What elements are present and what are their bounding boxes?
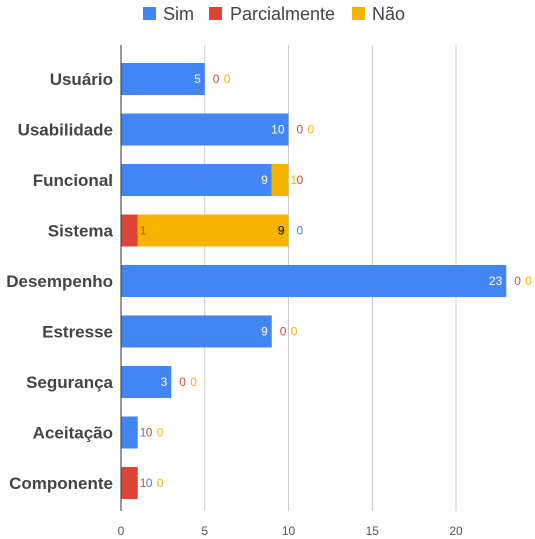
x-tick-label-15: 15 [366,524,380,538]
bars [121,63,507,499]
bar-seguranca-sim [121,366,172,398]
bar-usuario-sim [121,63,205,95]
data-label-usabilidade-parcialmente: 0 [297,123,304,137]
bar-desempenho-sim [121,265,507,297]
data-label-aceitacao-sim: 1 [140,426,147,440]
category-label-usuario: Usuário [50,70,113,89]
x-tick-label-5: 5 [201,524,208,538]
legend-swatch-nao [352,7,365,20]
legend-label-sim: Sim [163,4,194,24]
bar-sistema-parcialmente [121,214,138,247]
data-label-componente-nao: 0 [157,476,164,490]
data-label-sistema-sim: 0 [297,224,304,238]
legend: Sim Parcialmente Não [143,4,405,24]
x-tick-labels: 0 5 10 15 20 [118,524,463,538]
data-label-estresse-parcialmente: 0 [280,325,287,339]
data-label-sistema-nao: 9 [278,224,285,238]
category-labels: Usuário Usabilidade Funcional Sistema Desemp… [6,70,113,493]
data-label-seguranca-parcialmente: 0 [179,375,186,389]
data-label-estresse-nao: 0 [291,325,298,339]
data-label-componente-parcialmente: 1 [140,476,147,490]
x-tick-label-10: 10 [282,524,296,538]
data-label-desempenho-parcialmente: 0 [514,274,521,288]
category-label-desempenho: Desempenho [6,272,113,291]
bar-estresse-sim [121,315,272,348]
data-label-seguranca-nao: 0 [190,375,197,389]
category-label-aceitacao: Aceitação [33,424,113,443]
bar-funcional-sim [121,164,272,196]
bar-sistema-nao [137,214,289,247]
category-label-usabilidade: Usabilidade [18,121,113,140]
data-label-usabilidade-sim: 10 [271,123,285,137]
category-label-seguranca: Segurança [26,373,113,392]
category-label-funcional: Funcional [33,171,113,190]
data-label-funcional-sim: 9 [261,173,268,187]
data-label-desempenho-nao: 0 [525,274,532,288]
bar-usabilidade-sim [121,113,289,146]
data-label-funcional-nao: 1 [291,173,298,187]
data-label-sistema-parcialmente: 1 [140,224,147,238]
legend-label-nao: Não [372,4,405,24]
x-tick-label-0: 0 [118,524,125,538]
data-label-estresse-sim: 9 [261,325,268,339]
legend-swatch-parcialmente [209,7,222,20]
category-label-estresse: Estresse [42,323,113,342]
data-label-usuario-nao: 0 [224,72,231,86]
bar-funcional-nao [271,164,289,196]
category-label-componente: Componente [9,474,113,493]
legend-label-parcialmente: Parcialmente [230,4,335,24]
bar-aceitacao-sim [121,416,138,449]
data-label-usuario-parcialmente: 0 [213,72,220,86]
data-label-aceitacao-parcialmente: 0 [146,426,153,440]
data-label-usabilidade-nao: 0 [308,123,315,137]
x-tick-label-20: 20 [449,524,463,538]
legend-swatch-sim [143,7,156,20]
data-label-seguranca-sim: 3 [161,375,168,389]
data-label-desempenho-sim: 23 [489,274,503,288]
bar-componente-parcialmente [121,467,138,499]
data-label-usuario-sim: 5 [194,72,201,86]
data-label-funcional-parcialmente: 0 [297,173,304,187]
category-label-sistema: Sistema [48,222,114,241]
data-label-componente-sim: 0 [146,476,153,490]
data-label-aceitacao-nao: 0 [157,426,164,440]
